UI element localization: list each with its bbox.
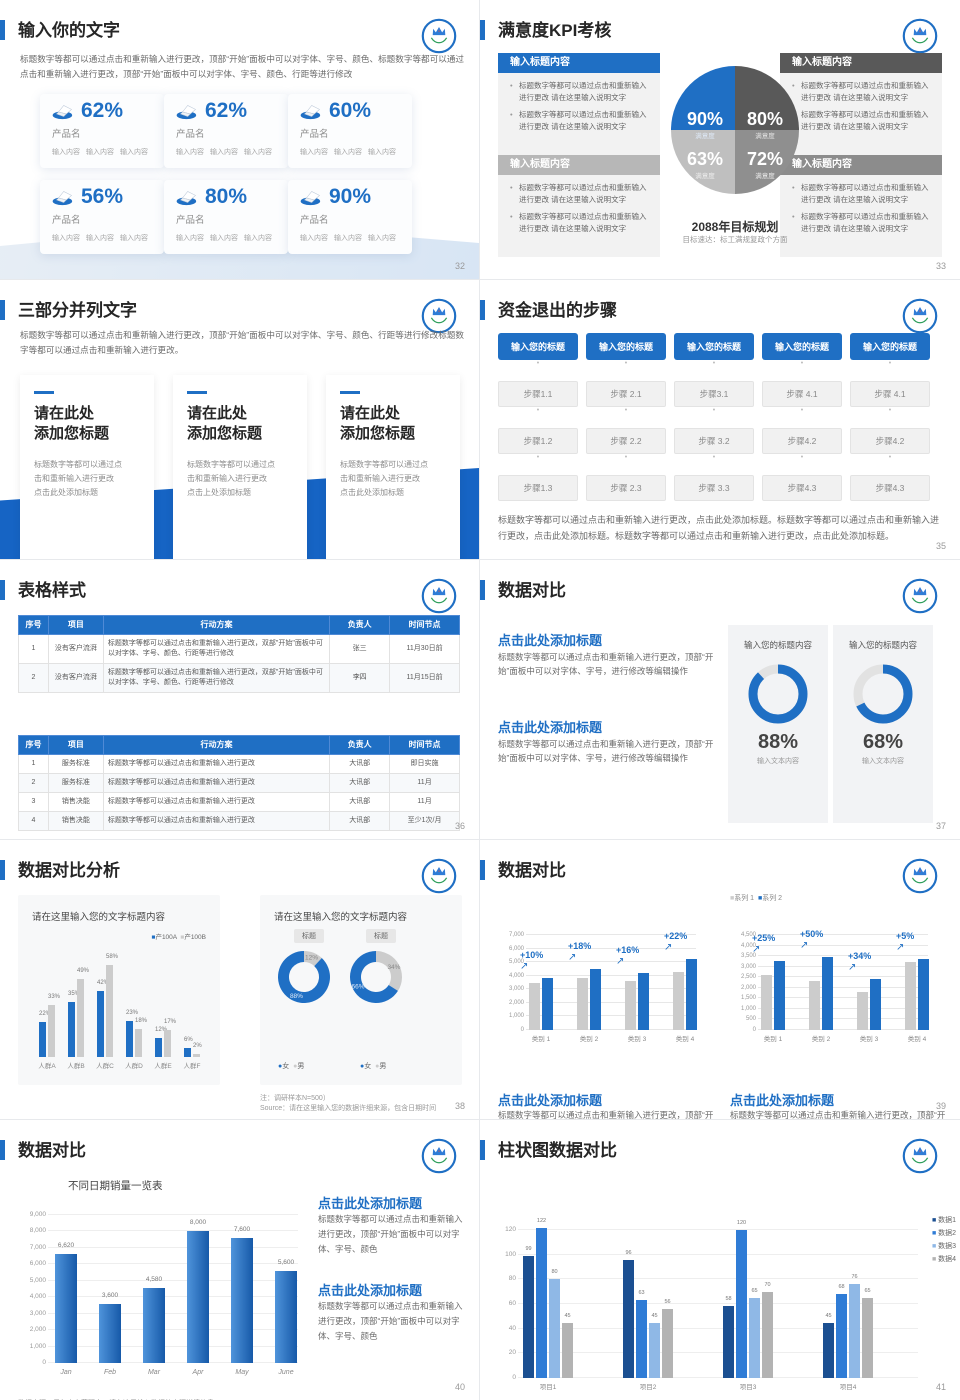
svg-text:12%: 12% <box>305 955 318 962</box>
svg-text:63%: 63% <box>687 149 723 169</box>
svg-text:满意度: 满意度 <box>695 131 715 140</box>
svg-text:满意度: 满意度 <box>755 131 775 140</box>
svg-text:66%: 66% <box>352 984 365 991</box>
svg-text:满意度: 满意度 <box>755 171 775 180</box>
svg-text:34%: 34% <box>387 964 400 971</box>
svg-text:80%: 80% <box>747 109 783 129</box>
svg-text:72%: 72% <box>747 149 783 169</box>
svg-text:满意度: 满意度 <box>695 171 715 180</box>
svg-text:90%: 90% <box>687 109 723 129</box>
svg-text:88%: 88% <box>290 993 303 1000</box>
